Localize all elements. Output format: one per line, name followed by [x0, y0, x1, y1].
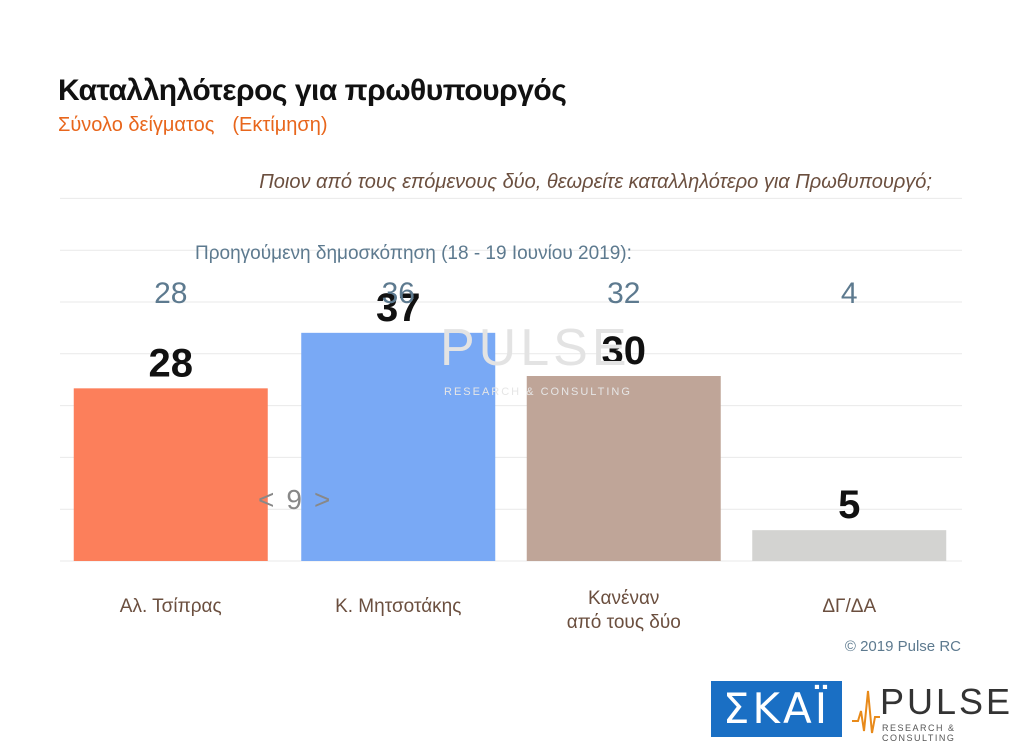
bar: [752, 530, 947, 561]
previous-value-label: 4: [841, 277, 858, 310]
chart-title: Καταλληλότερος για πρωθυπουργός: [58, 74, 567, 107]
category-label: από τους δύο: [567, 612, 681, 633]
bar: [73, 388, 268, 561]
pulse-logo: PULSE RESEARCH & CONSULTING: [852, 681, 1010, 743]
bar-value-label: 37: [376, 286, 421, 330]
pulse-watermark: PULSE: [440, 319, 631, 377]
previous-value-label: 36: [382, 277, 415, 310]
survey-question: Ποιον από τους επόμενους δύο, θεωρείτε κ…: [259, 171, 932, 193]
slide-number: 9: [286, 484, 304, 515]
pulse-wave-icon: [852, 690, 880, 734]
subtitle-sample: Σύνολο δείγματος: [58, 114, 215, 136]
skai-logo: ΣΚΑΪ: [711, 681, 842, 737]
bar: [526, 376, 721, 561]
category-label: Κανέναν: [588, 588, 659, 609]
bar-value-label: 28: [149, 341, 194, 385]
bar: [301, 332, 496, 561]
slide-pager: <9 >: [258, 484, 332, 516]
previous-value-label: 32: [607, 277, 640, 310]
next-slide-button[interactable]: >: [313, 484, 333, 515]
pulse-logo-tagline: RESEARCH & CONSULTING: [882, 723, 956, 743]
copyright-note: © 2019 Pulse RC: [844, 638, 961, 655]
bar-value-label: 5: [838, 483, 860, 527]
bar-value-label: 30: [602, 329, 647, 373]
pulse-logo-word: PULSE: [880, 681, 1014, 722]
pulse-watermark-tagline: RESEARCH & CONSULTING: [444, 386, 632, 398]
prev-slide-button[interactable]: <: [258, 484, 277, 515]
category-label: Κ. Μητσοτάκης: [335, 596, 461, 617]
chart-subtitle: Σύνολο δείγματος (Εκτίμηση): [58, 114, 328, 137]
previous-value-label: 28: [154, 277, 187, 310]
category-label: ΔΓ/ΔΑ: [822, 596, 876, 617]
category-label: Αλ. Τσίπρας: [120, 596, 222, 617]
subtitle-estimate: (Εκτίμηση): [232, 114, 328, 136]
previous-poll-label: Προηγούμενη δημοσκόπηση (18 - 19 Ιουνίου…: [195, 243, 632, 264]
